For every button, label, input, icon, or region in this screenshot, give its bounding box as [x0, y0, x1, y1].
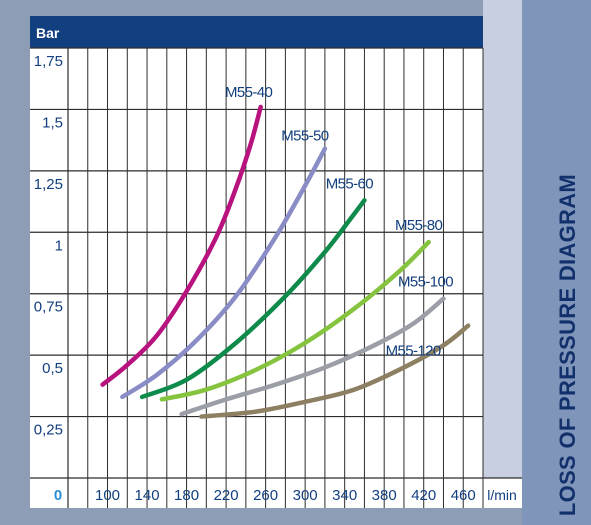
x-axis-label: l/min [487, 487, 517, 503]
x-origin-label: 0 [54, 487, 62, 504]
side-panel [522, 0, 591, 525]
side-title: LOSS OF PRESSURE DIAGRAM [555, 173, 580, 517]
y-tick-label: 1,5 [42, 114, 63, 131]
y-axis-column [30, 48, 68, 478]
x-tick-label: 220 [214, 487, 239, 504]
y-axis-label: Bar [36, 25, 60, 41]
x-tick-label: 300 [293, 487, 318, 504]
x-tick-label: 460 [451, 487, 476, 504]
series-annotation: M55-40 [225, 84, 273, 101]
y-tick-label: 1 [55, 237, 63, 254]
x-tick-label: 180 [174, 487, 199, 504]
x-tick-label: 260 [253, 487, 278, 504]
x-tick-label: 100 [95, 487, 120, 504]
y-tick-label: 0,75 [34, 299, 63, 316]
x-axis-row [30, 478, 522, 508]
gray-strip [483, 0, 522, 508]
y-tick-label: 0,25 [34, 422, 63, 439]
y-tick-label: 1,75 [34, 53, 63, 70]
series-annotation: M55-50 [281, 128, 329, 145]
x-tick-label: 420 [411, 487, 436, 504]
series-annotation: M55-60 [326, 175, 374, 192]
x-tick-label: 140 [135, 487, 160, 504]
series-annotation: M55-120 [386, 343, 441, 360]
chart-header-bar [30, 16, 483, 48]
y-tick-label: 1,25 [34, 176, 63, 193]
y-tick-label: 0,5 [42, 360, 63, 377]
x-tick-label: 340 [332, 487, 357, 504]
side-title-panel: LOSS OF PRESSURE DIAGRAM [548, 173, 588, 517]
series-annotation: M55-100 [398, 274, 453, 291]
series-annotation: M55-80 [395, 217, 443, 234]
plot-area [68, 48, 483, 478]
x-tick-label: 380 [372, 487, 397, 504]
series-line-m55-40 [100, 104, 263, 387]
